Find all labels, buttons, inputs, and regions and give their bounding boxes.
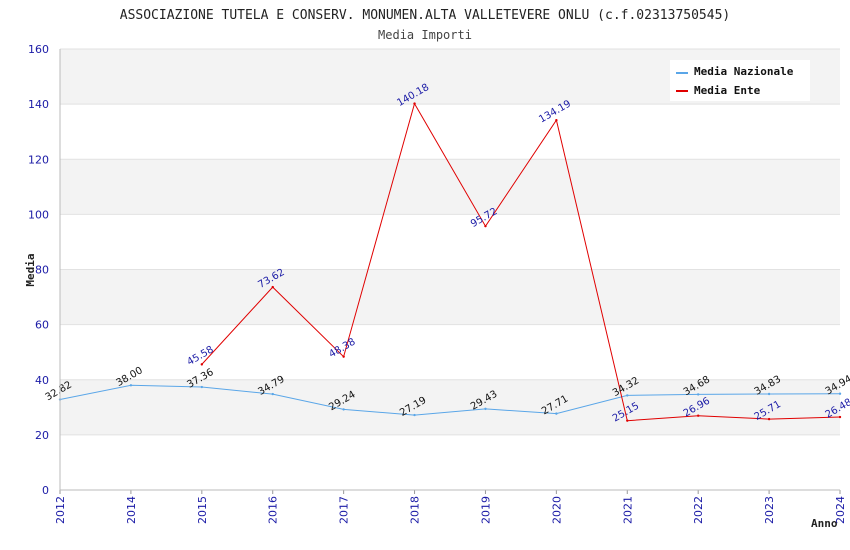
series-lines bbox=[58, 102, 842, 422]
legend-label-media-ente: Media Ente bbox=[694, 84, 761, 97]
x-tick-label: 2021 bbox=[621, 496, 634, 524]
chart-subtitle: Media Importi bbox=[378, 28, 472, 42]
x-tick-label: 2017 bbox=[338, 496, 351, 524]
data-point bbox=[200, 385, 204, 389]
data-point bbox=[271, 285, 274, 289]
y-tick-label: 120 bbox=[28, 153, 49, 166]
x-tick-label: 2020 bbox=[550, 496, 563, 524]
x-tick-label: 2022 bbox=[692, 496, 705, 524]
legend: Media Nazionale Media Ente bbox=[670, 60, 810, 101]
data-point bbox=[413, 102, 416, 105]
grid-band bbox=[60, 324, 840, 380]
y-tick-label: 100 bbox=[28, 208, 49, 221]
data-point bbox=[555, 412, 558, 415]
data-point bbox=[838, 415, 842, 419]
data-point bbox=[342, 408, 345, 411]
x-tick-label: 2024 bbox=[834, 496, 847, 524]
series-line-media-nazionale bbox=[59, 384, 841, 416]
grid-band bbox=[60, 214, 840, 270]
x-tick-label: 2019 bbox=[479, 496, 492, 524]
y-tick-label: 140 bbox=[28, 98, 49, 111]
y-tick-label: 0 bbox=[42, 484, 49, 497]
data-point bbox=[626, 419, 629, 422]
data-point bbox=[413, 413, 416, 417]
x-axis-label: Anno bbox=[811, 517, 838, 530]
data-point bbox=[767, 417, 771, 421]
data-point bbox=[696, 393, 700, 396]
data-point bbox=[626, 394, 629, 397]
data-point bbox=[484, 224, 487, 228]
data-point bbox=[271, 392, 274, 396]
y-axis-ticks: 0 20 40 60 80 100 120 140 160 bbox=[28, 43, 49, 497]
y-tick-label: 40 bbox=[35, 374, 49, 387]
data-point bbox=[342, 355, 345, 358]
x-tick-label: 2012 bbox=[54, 496, 67, 524]
data-point bbox=[555, 118, 558, 122]
data-point bbox=[484, 407, 487, 411]
grid-bands bbox=[60, 49, 840, 490]
data-point bbox=[129, 384, 133, 387]
series-line-media-ente bbox=[201, 102, 841, 422]
axes bbox=[59, 49, 841, 494]
legend-box bbox=[670, 60, 810, 101]
grid-band bbox=[60, 159, 840, 215]
y-tick-label: 80 bbox=[35, 264, 49, 277]
x-tick-label: 2018 bbox=[409, 496, 422, 524]
data-point bbox=[767, 392, 771, 396]
data-point bbox=[200, 363, 204, 366]
data-point bbox=[838, 392, 842, 395]
y-tick-label: 160 bbox=[28, 43, 49, 56]
legend-label-media-nazionale: Media Nazionale bbox=[694, 65, 794, 78]
grid-band bbox=[60, 379, 840, 435]
y-tick-label: 60 bbox=[35, 319, 49, 332]
y-axis-label: Media bbox=[24, 253, 37, 286]
x-tick-label: 2016 bbox=[267, 496, 280, 524]
x-axis-ticks: 2012 2014 2015 2016 2017 2018 2019 2020 2021 2022… bbox=[54, 496, 847, 524]
x-tick-label: 2015 bbox=[196, 496, 209, 524]
x-tick-label: 2023 bbox=[763, 496, 776, 524]
data-point bbox=[696, 414, 700, 417]
x-tick-label: 2014 bbox=[125, 496, 138, 524]
chart-title: ASSOCIAZIONE TUTELA E CONSERV. MONUMEN.A… bbox=[120, 8, 730, 23]
y-tick-label: 20 bbox=[35, 429, 49, 442]
grid-band bbox=[60, 269, 840, 325]
grid-band bbox=[60, 434, 840, 490]
grid-band bbox=[60, 104, 840, 160]
